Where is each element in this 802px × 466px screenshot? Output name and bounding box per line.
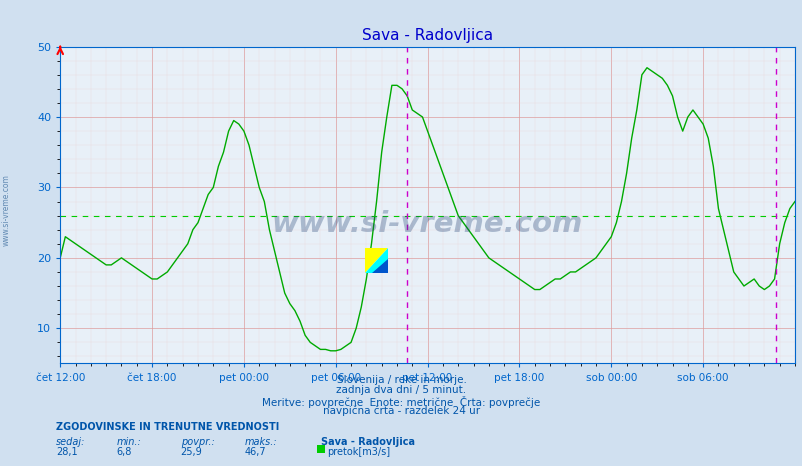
Text: Slovenija / reke in morje.: Slovenija / reke in morje. <box>336 375 466 385</box>
Text: 28,1: 28,1 <box>56 447 78 457</box>
Text: 25,9: 25,9 <box>180 447 202 457</box>
Text: Meritve: povprečne  Enote: metrične  Črta: povprečje: Meritve: povprečne Enote: metrične Črta:… <box>262 396 540 408</box>
Text: www.si-vreme.com: www.si-vreme.com <box>2 174 11 246</box>
Polygon shape <box>365 248 387 273</box>
Text: 46,7: 46,7 <box>245 447 266 457</box>
Text: navpična črta - razdelek 24 ur: navpična črta - razdelek 24 ur <box>322 406 480 417</box>
Text: povpr.:: povpr.: <box>180 437 214 447</box>
Text: min.:: min.: <box>116 437 141 447</box>
Text: maks.:: maks.: <box>245 437 277 447</box>
Text: www.si-vreme.com: www.si-vreme.com <box>272 210 582 238</box>
Text: sedaj:: sedaj: <box>56 437 86 447</box>
Text: zadnja dva dni / 5 minut.: zadnja dva dni / 5 minut. <box>336 385 466 395</box>
Text: Sava - Radovljica: Sava - Radovljica <box>321 437 415 447</box>
Polygon shape <box>365 248 387 273</box>
Title: Sava - Radovljica: Sava - Radovljica <box>362 27 492 43</box>
Polygon shape <box>371 259 387 273</box>
Text: ZGODOVINSKE IN TRENUTNE VREDNOSTI: ZGODOVINSKE IN TRENUTNE VREDNOSTI <box>56 422 279 432</box>
Text: 6,8: 6,8 <box>116 447 132 457</box>
Text: pretok[m3/s]: pretok[m3/s] <box>327 447 391 457</box>
